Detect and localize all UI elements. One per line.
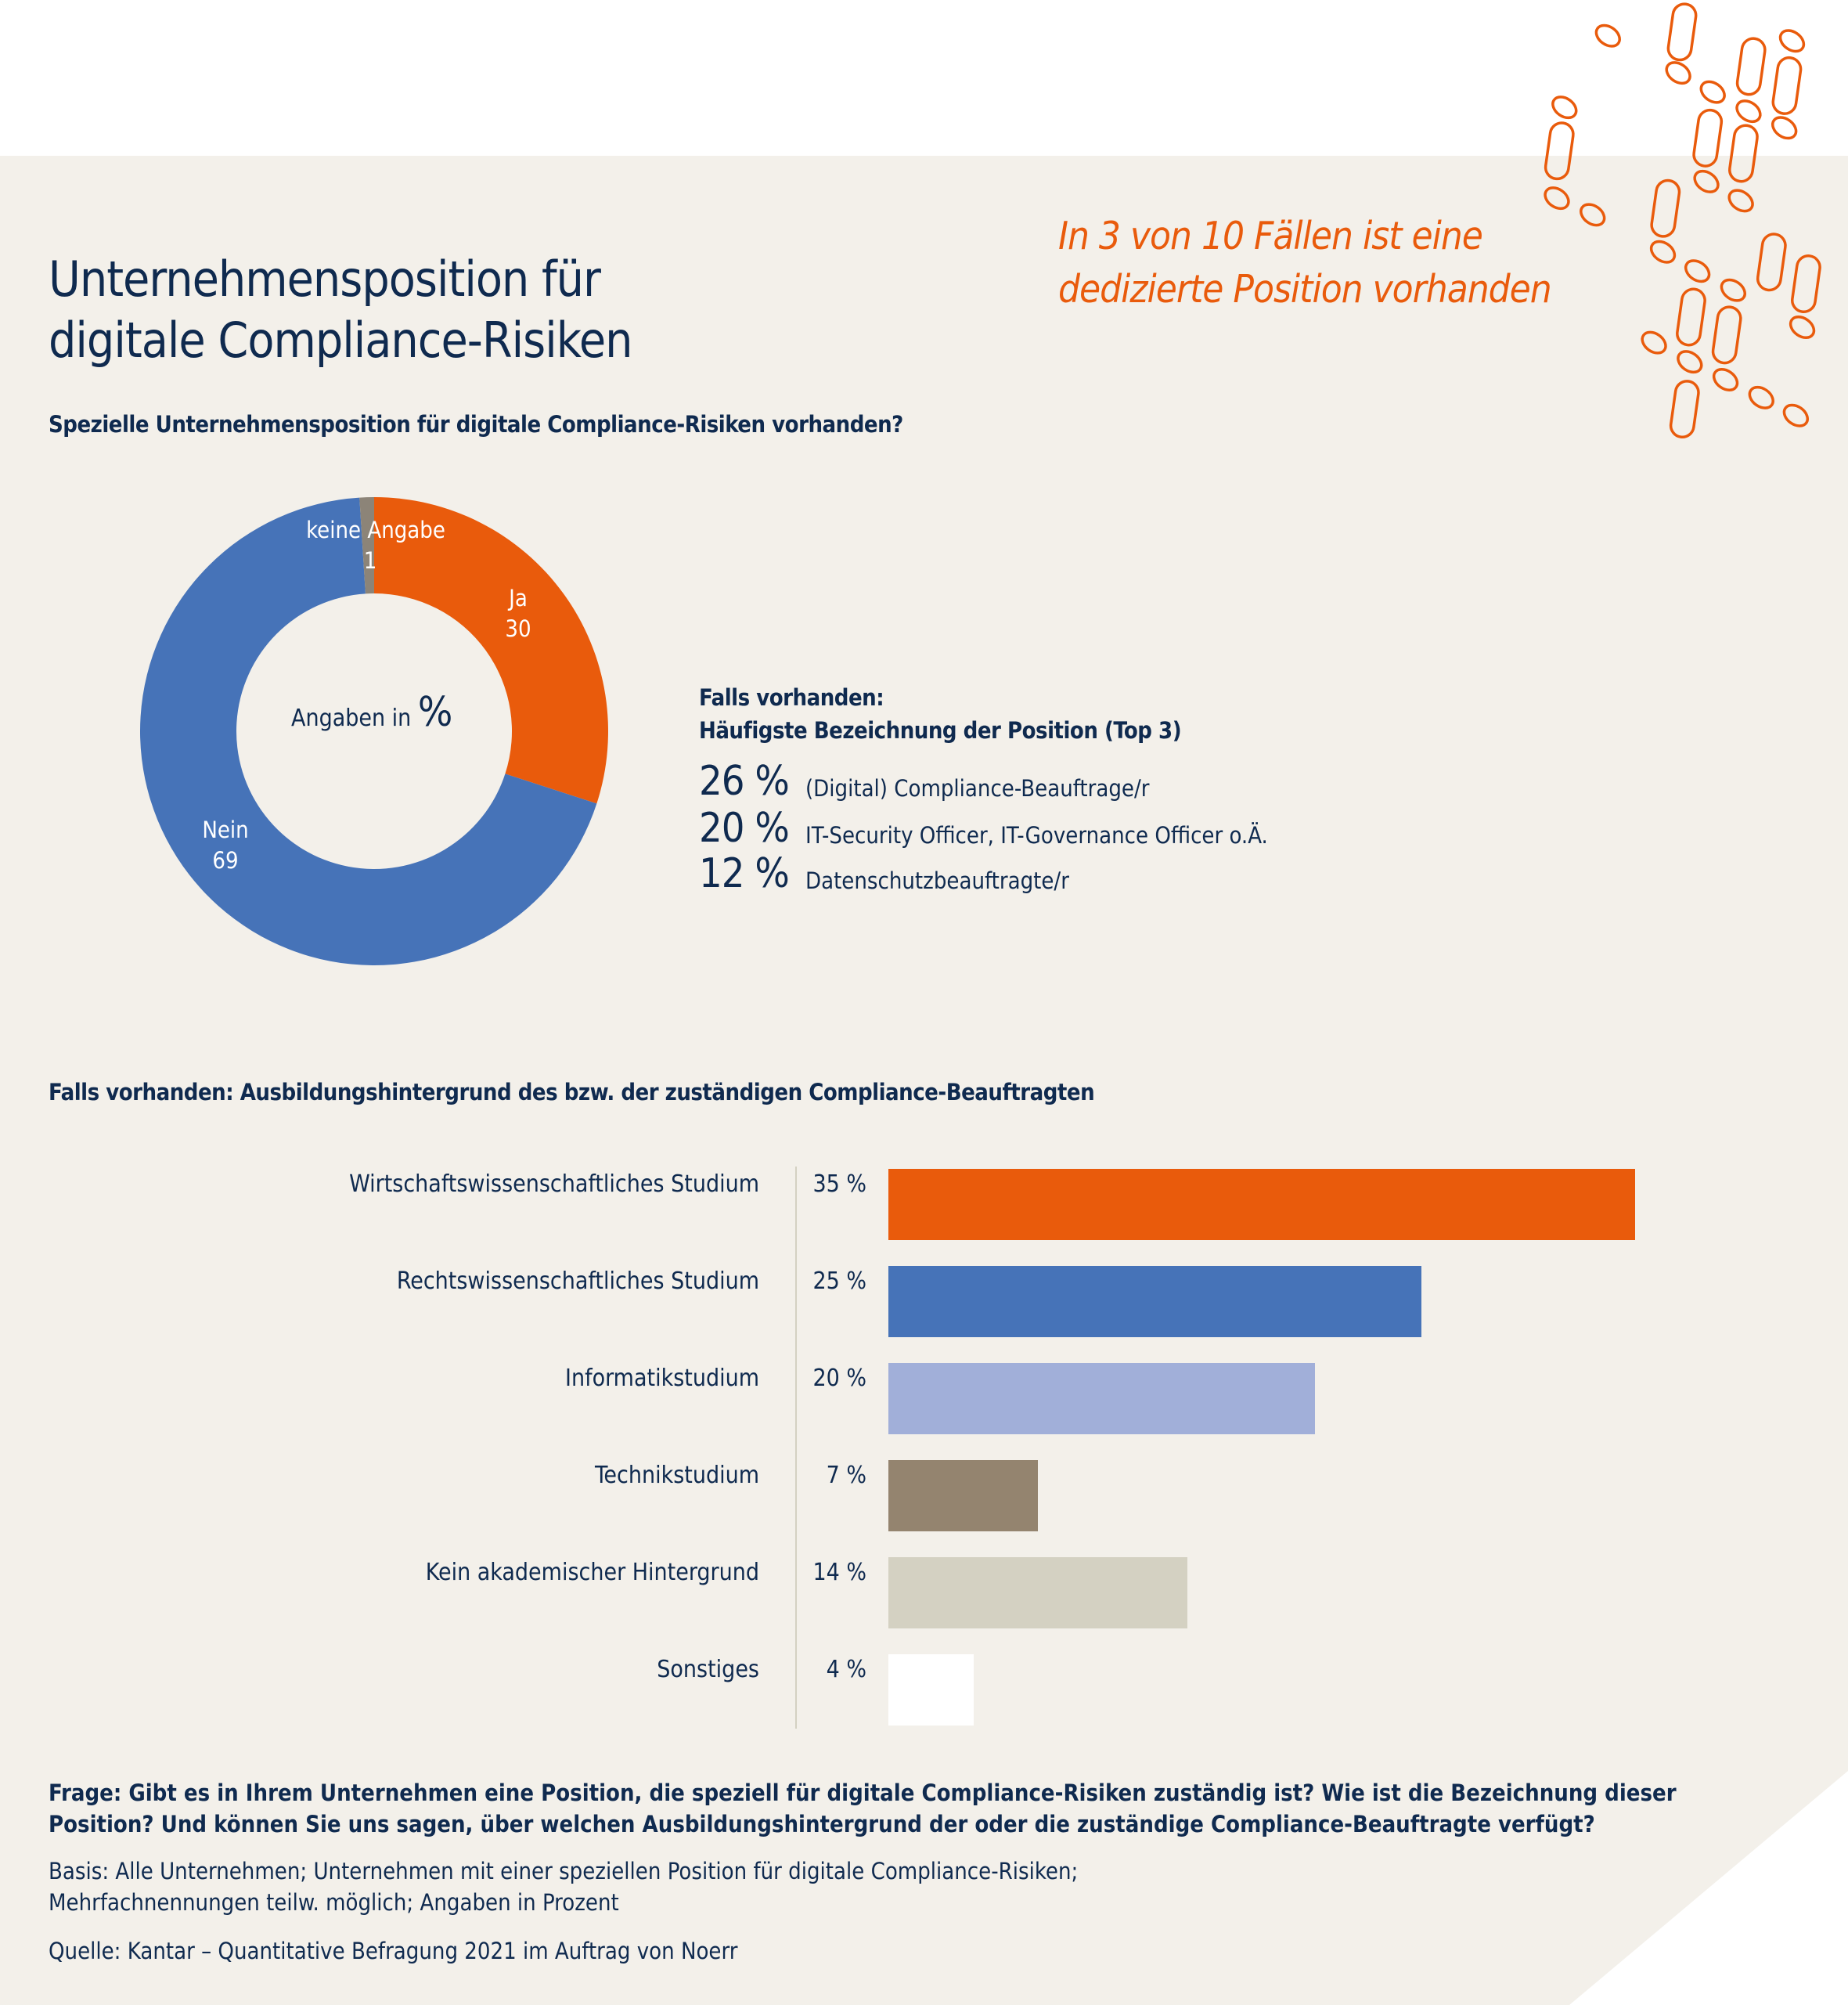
top3-title-line: Falls vorhanden:: [699, 684, 884, 711]
top3-label: IT-Security Officer, IT-Governance Offic…: [805, 822, 1268, 849]
pebble-shape: [1771, 116, 1798, 140]
bar-value-label: 7 %: [826, 1462, 866, 1489]
bar-chart-title: Falls vorhanden: Ausbildungshintergrund …: [49, 1079, 1095, 1105]
pebble-shape: [1748, 385, 1774, 409]
pebble-shape: [1676, 287, 1706, 347]
pebble-shape: [1789, 316, 1816, 340]
pebble-shape: [1735, 37, 1767, 96]
question-line: Frage: Gibt es in Ihrem Unternehmen eine…: [49, 1780, 1677, 1806]
highlight-quote: In 3 von 10 Fällen ist eine dedizierte P…: [1058, 210, 1552, 316]
pebble-shape: [1720, 278, 1746, 302]
pebble-shape: [1791, 254, 1821, 313]
pebble-shape: [1756, 233, 1787, 292]
bar: [888, 1266, 1422, 1337]
bar: [888, 1460, 1038, 1531]
decorative-pebbles: [1544, 2, 1821, 439]
slice-label-ja: Ja 30: [505, 583, 531, 644]
slice-name: Nein: [202, 817, 249, 843]
bar-category-label: Informatikstudium: [565, 1365, 759, 1392]
donut-slice: [374, 497, 608, 804]
top3-title: Falls vorhanden: Häufigste Bezeichnung d…: [699, 681, 1182, 747]
bar-value-label: 35 %: [812, 1170, 866, 1198]
basis-line: Basis: Alle Unternehmen; Unternehmen mit…: [49, 1858, 1079, 1884]
slice-value: 30: [505, 615, 531, 642]
bar: [888, 1363, 1315, 1434]
donut-slice: [359, 497, 374, 594]
slice-label-keine-angabe: keine Angabe 1: [306, 515, 445, 576]
donut-center-label: Angaben in %: [291, 689, 452, 736]
donut-slice: [139, 497, 597, 965]
pebble-shape: [1650, 179, 1681, 238]
bar-category-label: Rechtswissenschaftliches Studium: [396, 1268, 759, 1295]
footer-basis: Basis: Alle Unternehmen; Unternehmen mit…: [49, 1855, 1078, 1918]
pebble-shape: [1693, 169, 1720, 193]
footer-question: Frage: Gibt es in Ihrem Unternehmen eine…: [49, 1777, 1677, 1840]
top3-title-line: Häufigste Bezeichnung der Position (Top …: [699, 717, 1182, 744]
pebble-shape: [1641, 330, 1667, 355]
pebble-shape: [1782, 403, 1810, 427]
pebble-shape: [1649, 240, 1677, 264]
pebble-shape: [1684, 259, 1711, 283]
pebble-shape: [1778, 29, 1806, 53]
pebble-shape: [1699, 80, 1726, 104]
page-title: Unternehmensposition für digitale Compli…: [49, 249, 633, 371]
donut-title: Spezielle Unternehmensposition für digit…: [49, 411, 903, 438]
top3-label: (Digital) Compliance-Beauftrage/r: [805, 775, 1150, 802]
center-text: Angaben in: [291, 705, 412, 732]
question-line: Position? Und können Sie uns sagen, über…: [49, 1811, 1595, 1837]
slice-value: 69: [212, 847, 239, 874]
slice-value: 1: [363, 547, 377, 574]
top3-label: Datenschutzbeauftragte/r: [805, 867, 1069, 894]
bar: [888, 1557, 1187, 1628]
bar: [888, 1169, 1635, 1240]
pebble-shape: [1551, 96, 1578, 120]
slice-label-nein: Nein 69: [202, 815, 248, 876]
bar-category-label: Technikstudium: [595, 1462, 759, 1489]
bar-axis-line: [795, 1167, 797, 1729]
bar: [888, 1654, 974, 1726]
top3-value: 26 %: [699, 758, 790, 805]
pebble-shape: [1771, 56, 1803, 115]
pebble-shape: [1594, 23, 1621, 48]
bar-value-label: 14 %: [812, 1559, 866, 1586]
bar-value-label: 20 %: [812, 1365, 866, 1392]
basis-line: Mehrfachnennungen teilw. möglich; Angabe…: [49, 1889, 619, 1916]
pebble-shape: [1669, 380, 1700, 439]
pebble-shape: [1665, 61, 1691, 85]
slice-name: keine Angabe: [306, 517, 445, 543]
bar-value-label: 4 %: [826, 1656, 866, 1683]
title-line: digitale Compliance-Risiken: [49, 312, 633, 369]
title-line: Unternehmensposition für: [49, 251, 601, 308]
bar-category-label: Kein akademischer Hintergrund: [425, 1559, 759, 1586]
top3-list: 26 % (Digital) Compliance-Beauftrage/r 20…: [699, 758, 1482, 914]
quote-line: dedizierte Position vorhanden: [1058, 267, 1552, 312]
pebble-shape: [1677, 350, 1703, 374]
pebble-shape: [1692, 108, 1724, 168]
quote-line: In 3 von 10 Fällen ist eine: [1058, 214, 1483, 258]
pebble-shape: [1711, 305, 1742, 365]
top3-value: 20 %: [699, 805, 790, 852]
center-unit: %: [417, 689, 453, 736]
pebble-shape: [1580, 203, 1606, 227]
top3-value: 12 %: [699, 850, 790, 897]
pebble-shape: [1728, 124, 1759, 183]
bar-value-label: 25 %: [812, 1268, 866, 1295]
bar-category-label: Sonstiges: [657, 1656, 759, 1683]
slice-name: Ja: [509, 585, 528, 611]
pebble-shape: [1666, 2, 1698, 62]
pebble-shape: [1544, 186, 1570, 211]
footer-source: Quelle: Kantar – Quantitative Befragung …: [49, 1938, 738, 1964]
pebble-shape: [1712, 368, 1739, 391]
bar-category-label: Wirtschaftswissenschaftliches Studium: [349, 1170, 759, 1198]
pebble-shape: [1735, 99, 1762, 124]
pebble-shape: [1544, 121, 1575, 181]
pebble-shape: [1727, 189, 1754, 213]
